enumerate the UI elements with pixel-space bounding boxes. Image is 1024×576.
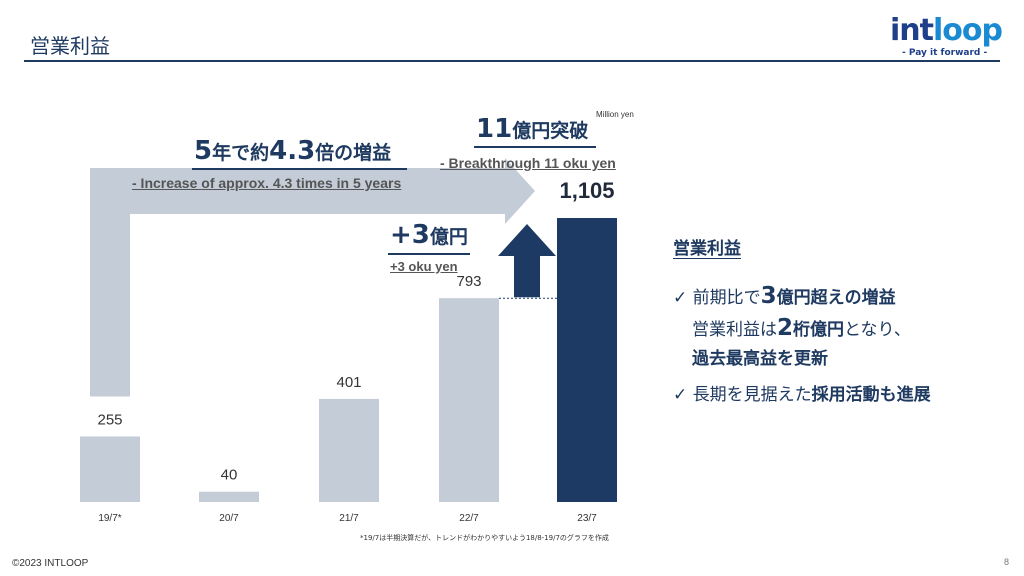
breakthrough-underline bbox=[474, 146, 596, 148]
growth-multiplier: 4.3 bbox=[269, 136, 316, 166]
title-divider bbox=[24, 60, 1000, 62]
logo-wordmark: intloop bbox=[890, 13, 1003, 48]
category-label: 23/7 bbox=[577, 513, 597, 524]
growth-headline: 5年で約4.3倍の増益 bbox=[194, 136, 391, 166]
category-label: 20/7 bbox=[219, 513, 239, 524]
bar-207 bbox=[199, 491, 259, 502]
increase-headline: +3億円 bbox=[390, 220, 468, 250]
bar-237 bbox=[557, 218, 617, 502]
bullet-emphasis: 桁億円 bbox=[793, 320, 845, 340]
bullet-record-profit: 過去最高益を更新 bbox=[692, 344, 828, 369]
increase-number: +3 bbox=[390, 220, 430, 250]
logo-tagline: - Pay it forward - bbox=[902, 48, 988, 58]
category-label: 19/7* bbox=[98, 513, 121, 524]
value-label: 255 bbox=[97, 411, 122, 428]
units-label: Million yen bbox=[596, 110, 634, 119]
bullet-emphasis: 採用活動も進展 bbox=[811, 385, 931, 405]
side-heading: 営業利益 bbox=[673, 239, 741, 259]
value-label-group: 255 40 401 793 1,105 bbox=[97, 178, 614, 484]
up-arrow-shape bbox=[498, 224, 556, 298]
bullet-profit-increase: ✓ 前期比で3億円超えの増益 bbox=[673, 283, 896, 309]
bullet-two-digit: 営業利益は2桁億円となり、 bbox=[692, 315, 911, 341]
bullet-emphasis: 億円超えの増益 bbox=[776, 288, 896, 308]
logo-word-int: int bbox=[890, 13, 934, 48]
category-label: 21/7 bbox=[339, 513, 359, 524]
copyright: ©2023 INTLOOP bbox=[12, 558, 89, 569]
logo-word-loop: loop bbox=[932, 13, 1003, 48]
breakthrough-headline: 11億円突破 bbox=[476, 114, 588, 144]
category-label: 22/7 bbox=[459, 513, 479, 524]
increase-subtitle-en: +3 oku yen bbox=[390, 259, 458, 274]
check-icon: ✓ bbox=[673, 385, 688, 405]
bullet-text-tail: となり、 bbox=[844, 320, 911, 340]
bar-227 bbox=[439, 298, 499, 502]
increase-text: 億円 bbox=[429, 226, 468, 248]
growth-subtitle-en: - Increase of approx. 4.3 times in 5 yea… bbox=[132, 175, 402, 191]
bar-197 bbox=[80, 436, 140, 502]
category-label-group: 19/7* 20/7 21/7 22/7 23/7 bbox=[98, 513, 597, 524]
bullet-emphasis: 過去最高益を更新 bbox=[692, 349, 828, 369]
bullet-text: 営業利益は bbox=[692, 320, 777, 340]
value-label: 1,105 bbox=[559, 178, 614, 203]
bullet-recruiting: ✓ 長期を見据えた採用活動も進展 bbox=[673, 380, 931, 405]
page-number: 8 bbox=[1004, 557, 1010, 567]
breakthrough-number: 11 bbox=[476, 114, 513, 144]
intloop-logo: intloop - Pay it forward - bbox=[890, 13, 1003, 60]
growth-years-number: 5 bbox=[194, 136, 213, 166]
breakthrough-text: 億円突破 bbox=[512, 120, 589, 142]
increase-underline bbox=[388, 253, 470, 255]
bullet-number: 3 bbox=[760, 283, 777, 309]
bullet-text: 前期比で bbox=[692, 288, 761, 308]
breakthrough-subtitle-en: - Breakthrough 11 oku yen bbox=[440, 155, 616, 171]
value-label: 793 bbox=[456, 273, 481, 290]
growth-arrow-shape bbox=[90, 158, 535, 397]
growth-text-post: 倍の増益 bbox=[315, 142, 392, 164]
increase-up-arrow bbox=[498, 224, 557, 299]
page-title: 営業利益 bbox=[30, 34, 110, 58]
bar-217 bbox=[319, 398, 379, 502]
check-icon: ✓ bbox=[673, 288, 688, 308]
growth-text-mid: 年で約 bbox=[212, 142, 270, 164]
growth-underline bbox=[192, 168, 407, 170]
value-label: 40 bbox=[221, 467, 238, 484]
bullet-number: 2 bbox=[777, 315, 794, 341]
value-label: 401 bbox=[336, 374, 361, 391]
bullet-text: 長期を見据えた bbox=[692, 385, 812, 405]
bar-series bbox=[80, 218, 617, 502]
footnote: *19/7は半期決算だが、トレンドがわかりやすいよう18/8-19/7のグラフを… bbox=[360, 534, 609, 542]
growth-bent-arrow bbox=[90, 158, 535, 397]
